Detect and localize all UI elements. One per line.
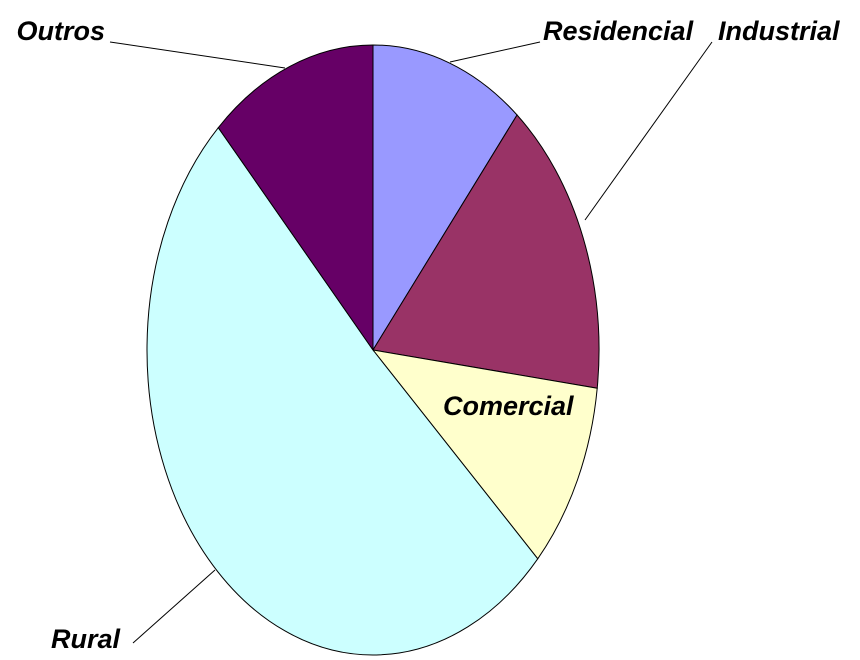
slice-label: Residencial <box>543 16 694 46</box>
leader-line <box>584 41 713 221</box>
pie-slice <box>217 44 374 352</box>
pie-slice <box>372 44 518 352</box>
leader-line <box>132 569 216 644</box>
slice-label: Comercial <box>443 391 574 421</box>
leader-line <box>109 41 286 69</box>
slice-label: Industrial <box>718 16 840 46</box>
pie-slice <box>146 126 539 656</box>
pie-slice <box>371 349 598 560</box>
pie-slice <box>372 114 600 389</box>
leader-line <box>449 41 541 63</box>
slice-label: Rural <box>51 624 121 654</box>
slice-label: Outros <box>16 16 105 46</box>
